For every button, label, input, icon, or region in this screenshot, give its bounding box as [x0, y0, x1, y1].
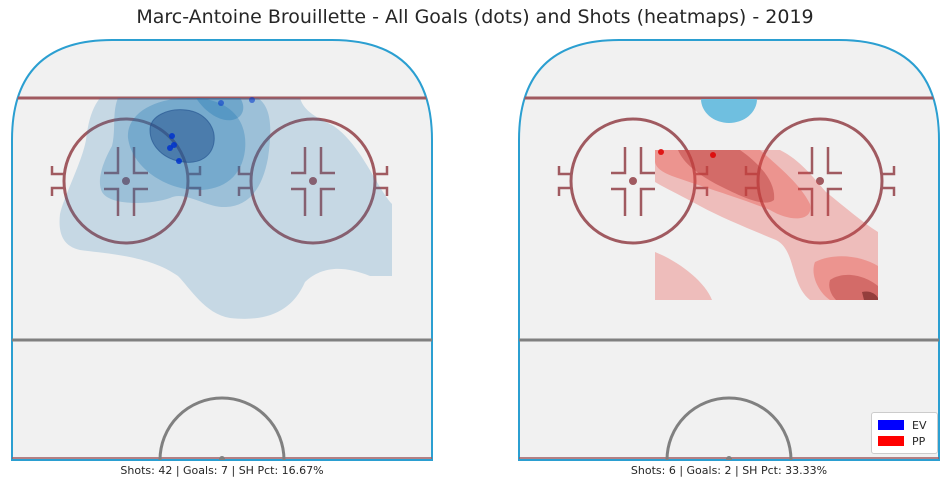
- legend-label-pp: PP: [912, 434, 926, 448]
- goal-dots-left: [167, 97, 255, 164]
- caption-right: Shots: 6 | Goals: 2 | SH Pct: 33.33%: [630, 464, 828, 477]
- heatmap-pp-level-4: [862, 291, 878, 300]
- legend-item-ev: EV: [878, 418, 926, 432]
- heatmap-pp-level-1b: [655, 252, 712, 300]
- goal-dot-left-4: [218, 100, 224, 106]
- rink-left: [11, 39, 433, 461]
- center-circle-left: [158, 396, 286, 460]
- heatmap-ev-level-1: [59, 98, 393, 319]
- legend-label-ev: EV: [912, 418, 927, 432]
- center-dot-left: [219, 456, 225, 460]
- heatmap-pp-level-1: [655, 150, 878, 300]
- goal-dots-right: [658, 149, 716, 158]
- center-dot-right: [726, 456, 732, 460]
- heatmap-pp-level-3: [678, 150, 775, 203]
- legend-swatch-ev: [878, 420, 904, 430]
- chart-title: Marc-Antoine Brouillette - All Goals (do…: [136, 6, 814, 28]
- rink-right: [518, 39, 940, 461]
- rink-left-surface: [11, 39, 433, 461]
- heatmap-ev-level-3b: [196, 98, 244, 121]
- heatmap-pp-level-2b: [813, 256, 878, 300]
- goal-dot-right-0: [658, 149, 664, 155]
- goal-dot-right-1: [710, 152, 716, 158]
- goal-dot-left-0: [169, 133, 175, 139]
- goal-dot-left-5: [249, 97, 255, 103]
- rink-right-surface: [518, 39, 940, 461]
- caption-left: Shots: 42 | Goals: 7 | SH Pct: 16.67%: [120, 464, 324, 477]
- faceoff-left-2: [237, 117, 389, 245]
- goal-crease-right: [701, 99, 757, 123]
- legend-item-pp: PP: [878, 434, 925, 448]
- heatmap-ev-level-4: [149, 109, 215, 163]
- goal-dot-left-3: [176, 158, 182, 164]
- faceoff-right-2: [744, 117, 896, 245]
- heatmap-ev: [59, 97, 393, 319]
- faceoff-left-1: [50, 117, 202, 245]
- heatmap-pp: [655, 150, 878, 300]
- heatmap-pp-level-2: [655, 150, 811, 219]
- legend: EV PP: [871, 412, 938, 454]
- goal-dot-left-2: [167, 145, 173, 151]
- faceoff-right-1: [557, 117, 709, 245]
- legend-swatch-pp: [878, 436, 904, 446]
- center-circle-right: [665, 396, 793, 460]
